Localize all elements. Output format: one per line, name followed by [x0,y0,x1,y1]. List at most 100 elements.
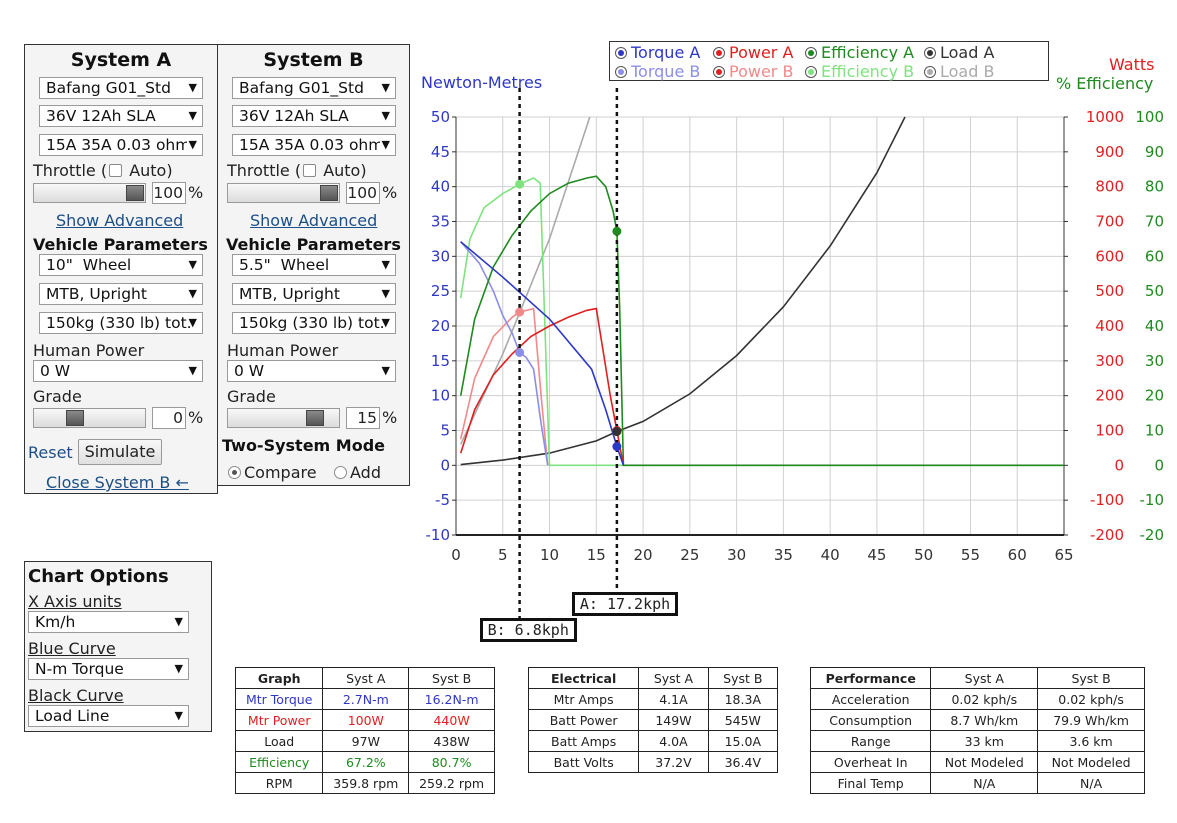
add-radio-option[interactable]: Add [334,463,381,482]
battery-select-b[interactable]: 36V 12Ah SLA ▼ [232,105,396,127]
chart-series [459,116,1064,467]
legend-dot-icon [805,47,817,59]
controller-select-a-value: 15A 35A 0.03 ohm [46,136,191,154]
x-tick-label: 65 [1054,546,1073,564]
weight-select-b[interactable]: 150kg (330 lb) tot. ▼ [232,312,396,334]
weight-select-a[interactable]: 150kg (330 lb) tot. ▼ [39,312,203,334]
throttle-input-b[interactable]: 100 [346,182,380,204]
efficiency-tick-label: 70 [1145,213,1164,231]
table-row: Range 33 km 3.6 km [809,730,1145,752]
legend-power-a[interactable]: Power A [713,43,793,62]
motor-select-a-value: Bafang G01_Std [46,79,171,97]
legend-dot-icon [615,47,627,59]
show-advanced-link-b[interactable]: Show Advanced [250,211,378,230]
human-power-select-b[interactable]: 0 W ▼ [227,360,396,382]
grade-slider-thumb-a[interactable] [66,410,84,426]
battery-select-a[interactable]: 36V 12Ah SLA ▼ [39,105,203,127]
legend-load-b[interactable]: Load B [924,62,994,81]
human-power-select-a[interactable]: 0 W ▼ [33,360,203,382]
compare-radio[interactable] [228,466,241,479]
system-b-title: System B [263,49,364,71]
wheel-select-a[interactable]: 10" Wheel ▼ [39,254,203,276]
grade-input-b[interactable]: 15 [346,407,380,429]
reset-link[interactable]: Reset [28,443,73,462]
table-cell: 36.4V [707,751,779,773]
efficiency-tick-label: 60 [1145,247,1164,265]
auto-text-a: Auto) [129,161,173,180]
show-advanced-link-a[interactable]: Show Advanced [56,211,184,230]
table-cell: 438W [408,730,495,752]
auto-checkbox-a[interactable] [109,164,123,177]
table-header-cell: Syst B [408,667,495,689]
x-tick-label: 45 [867,546,886,564]
operating-point-torque-a [612,442,622,452]
legend-torque-a[interactable]: Torque A [615,43,700,62]
chevron-down-icon: ▼ [188,364,197,377]
table-cell: 4.1A [638,688,709,710]
table-cell: 97W [322,730,410,752]
frame-select-b-value: MTB, Upright [239,285,340,303]
controller-select-b[interactable]: 15A 35A 0.03 ohm ▼ [232,134,396,156]
system-b-panel: System B Bafang G01_Std ▼ 36V 12Ah SLA ▼… [217,44,410,486]
table-cell: N/A [1037,772,1145,794]
electrical-results-table: Electrical Syst A Syst B Mtr Amps 4.1A 18.3A B… [527,667,779,773]
legend-efficiency-a[interactable]: Efficiency A [805,43,914,62]
left-tick-label: 0 [440,456,450,474]
grade-slider-thumb-b[interactable] [306,410,324,426]
table-row: Mtr Power 100W 440W [234,709,495,731]
chevron-down-icon: ▼ [381,258,390,271]
left-tick-label: 35 [431,213,450,231]
efficiency-tick-label: 100 [1135,108,1164,126]
frame-select-a[interactable]: MTB, Upright ▼ [39,283,203,305]
table-cell: Consumption [809,709,932,731]
grade-input-a[interactable]: 0 [152,407,186,429]
frame-select-b[interactable]: MTB, Upright ▼ [232,283,396,305]
left-tick-label: 10 [431,387,450,405]
efficiency-tick-label: 10 [1145,422,1164,440]
controller-select-a[interactable]: 15A 35A 0.03 ohm ▼ [39,134,203,156]
motor-select-b[interactable]: Bafang G01_Std ▼ [232,77,396,99]
series-line-load-b [459,116,591,445]
legend-load-a[interactable]: Load A [924,43,994,62]
table-row: Batt Volts 37.2V 36.4V [527,751,779,773]
legend-dot-icon [615,66,627,78]
legend-power-b[interactable]: Power B [713,62,793,81]
table-cell: Batt Power [527,709,640,731]
throttle-slider-thumb-b[interactable] [320,185,338,201]
human-power-label-a: Human Power [33,341,145,360]
throttle-slider-b[interactable] [227,183,340,203]
legend-torque-b[interactable]: Torque B [615,62,700,81]
throttle-slider-a[interactable] [33,183,146,203]
throttle-input-a[interactable]: 100 [152,182,186,204]
legend-efficiency-b[interactable]: Efficiency B [805,62,914,81]
wheel-select-b[interactable]: 5.5" Wheel ▼ [232,254,396,276]
blue-curve-value: N-m Torque [35,660,124,678]
left-tick-label: 30 [431,247,450,265]
table-cell: 149W [638,709,709,731]
grade-slider-a[interactable] [33,408,146,428]
compare-radio-option[interactable]: Compare [228,463,317,482]
chart-ticks: 50454035302520151050-5-10100090080070060… [426,108,1165,564]
speed-marker-b[interactable]: B: 6.8kph [479,618,577,642]
efficiency-tick-label: 90 [1145,143,1164,161]
table-row: Consumption 8.7 Wh/km 79.9 Wh/km [809,709,1145,731]
table-row: Final Temp N/A N/A [809,772,1145,794]
auto-checkbox-b[interactable] [303,164,317,177]
x-axis-units-select[interactable]: Km/h ▼ [28,611,189,633]
grade-slider-b[interactable] [227,408,340,428]
grade-percent-b: % [382,408,398,427]
table-cell: 0.02 kph/s [930,688,1039,710]
series-line-torque-b [460,241,549,466]
close-system-b-link[interactable]: Close System B ← [46,473,189,492]
table-header-cell: Syst B [1037,667,1145,689]
blue-curve-select[interactable]: N-m Torque ▼ [28,658,189,680]
chart-legend: Torque A Power A Efficiency A Load A Tor… [609,41,1049,81]
add-radio[interactable] [334,466,347,479]
motor-select-a[interactable]: Bafang G01_Std ▼ [39,77,203,99]
throttle-slider-thumb-a[interactable] [126,185,144,201]
simulate-button[interactable]: Simulate [78,439,162,465]
speed-marker-a[interactable]: A: 17.2kph [571,592,679,616]
power-tick-label: 1000 [1086,108,1124,126]
black-curve-select[interactable]: Load Line ▼ [28,705,189,727]
chevron-down-icon: ▼ [174,662,183,675]
